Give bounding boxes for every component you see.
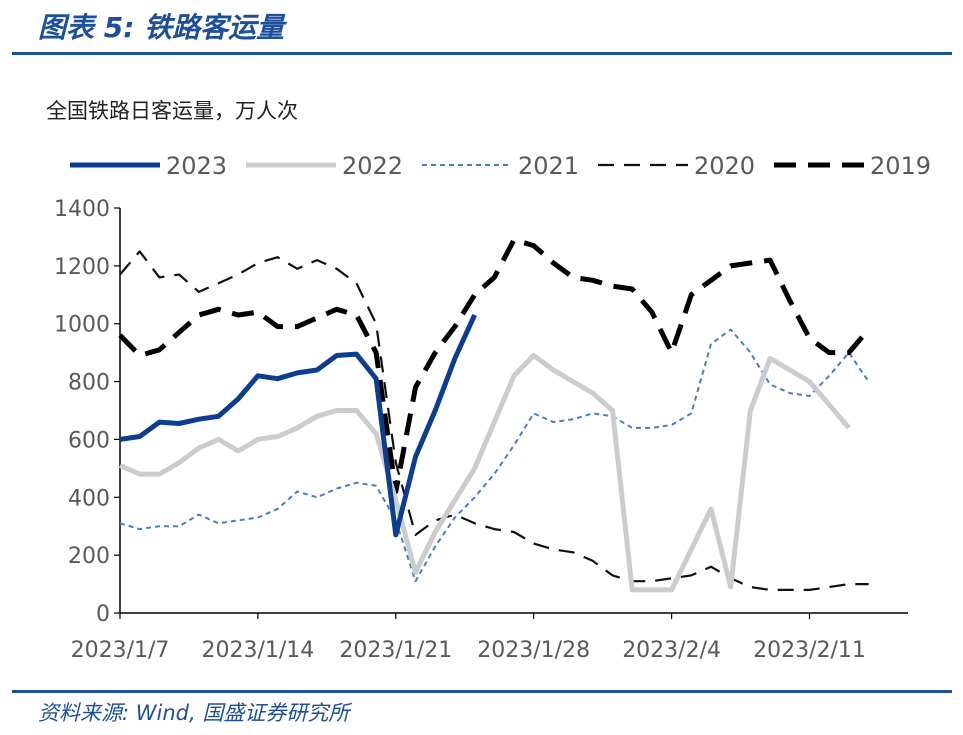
x-tick-label: 2023/1/7: [71, 638, 170, 663]
chart-subtitle: 全国铁路日客运量，万人次: [46, 99, 298, 123]
x-tick-label: 2023/2/4: [622, 638, 721, 663]
legend-label-2022: 2022: [342, 152, 403, 180]
y-tick-label: 600: [68, 428, 110, 453]
y-tick-label: 1200: [54, 255, 110, 280]
series-line-2020: [119, 250, 869, 591]
footer-rule: [12, 690, 952, 693]
y-tick-label: 1400: [54, 197, 110, 222]
y-tick-label: 0: [96, 602, 110, 627]
x-tick-label: 2023/2/11: [753, 638, 866, 663]
title-rule: [12, 52, 952, 55]
y-tick-label: 400: [68, 486, 110, 511]
legend-label-2023: 2023: [166, 152, 227, 180]
x-tick-label: 2023/1/28: [477, 638, 590, 663]
x-tick-label: 2023/1/21: [339, 638, 452, 663]
legend-label-2020: 2020: [694, 152, 755, 180]
y-tick-label: 200: [68, 544, 110, 569]
x-tick-label: 2023/1/14: [201, 638, 314, 663]
y-tick-label: 1000: [54, 313, 110, 338]
series-line-2022: [118, 353, 851, 593]
series-line-2019: [118, 237, 871, 494]
source-note: 资料来源: Wind, 国盛证券研究所: [38, 701, 350, 725]
figure-title: 图表 5: 铁路客运量: [38, 11, 285, 44]
series-line-2021: [119, 328, 870, 583]
y-tick-label: 800: [68, 371, 110, 396]
series-line-2023: [119, 313, 477, 538]
legend-label-2021: 2021: [518, 152, 579, 180]
legend-label-2019: 2019: [870, 152, 931, 180]
